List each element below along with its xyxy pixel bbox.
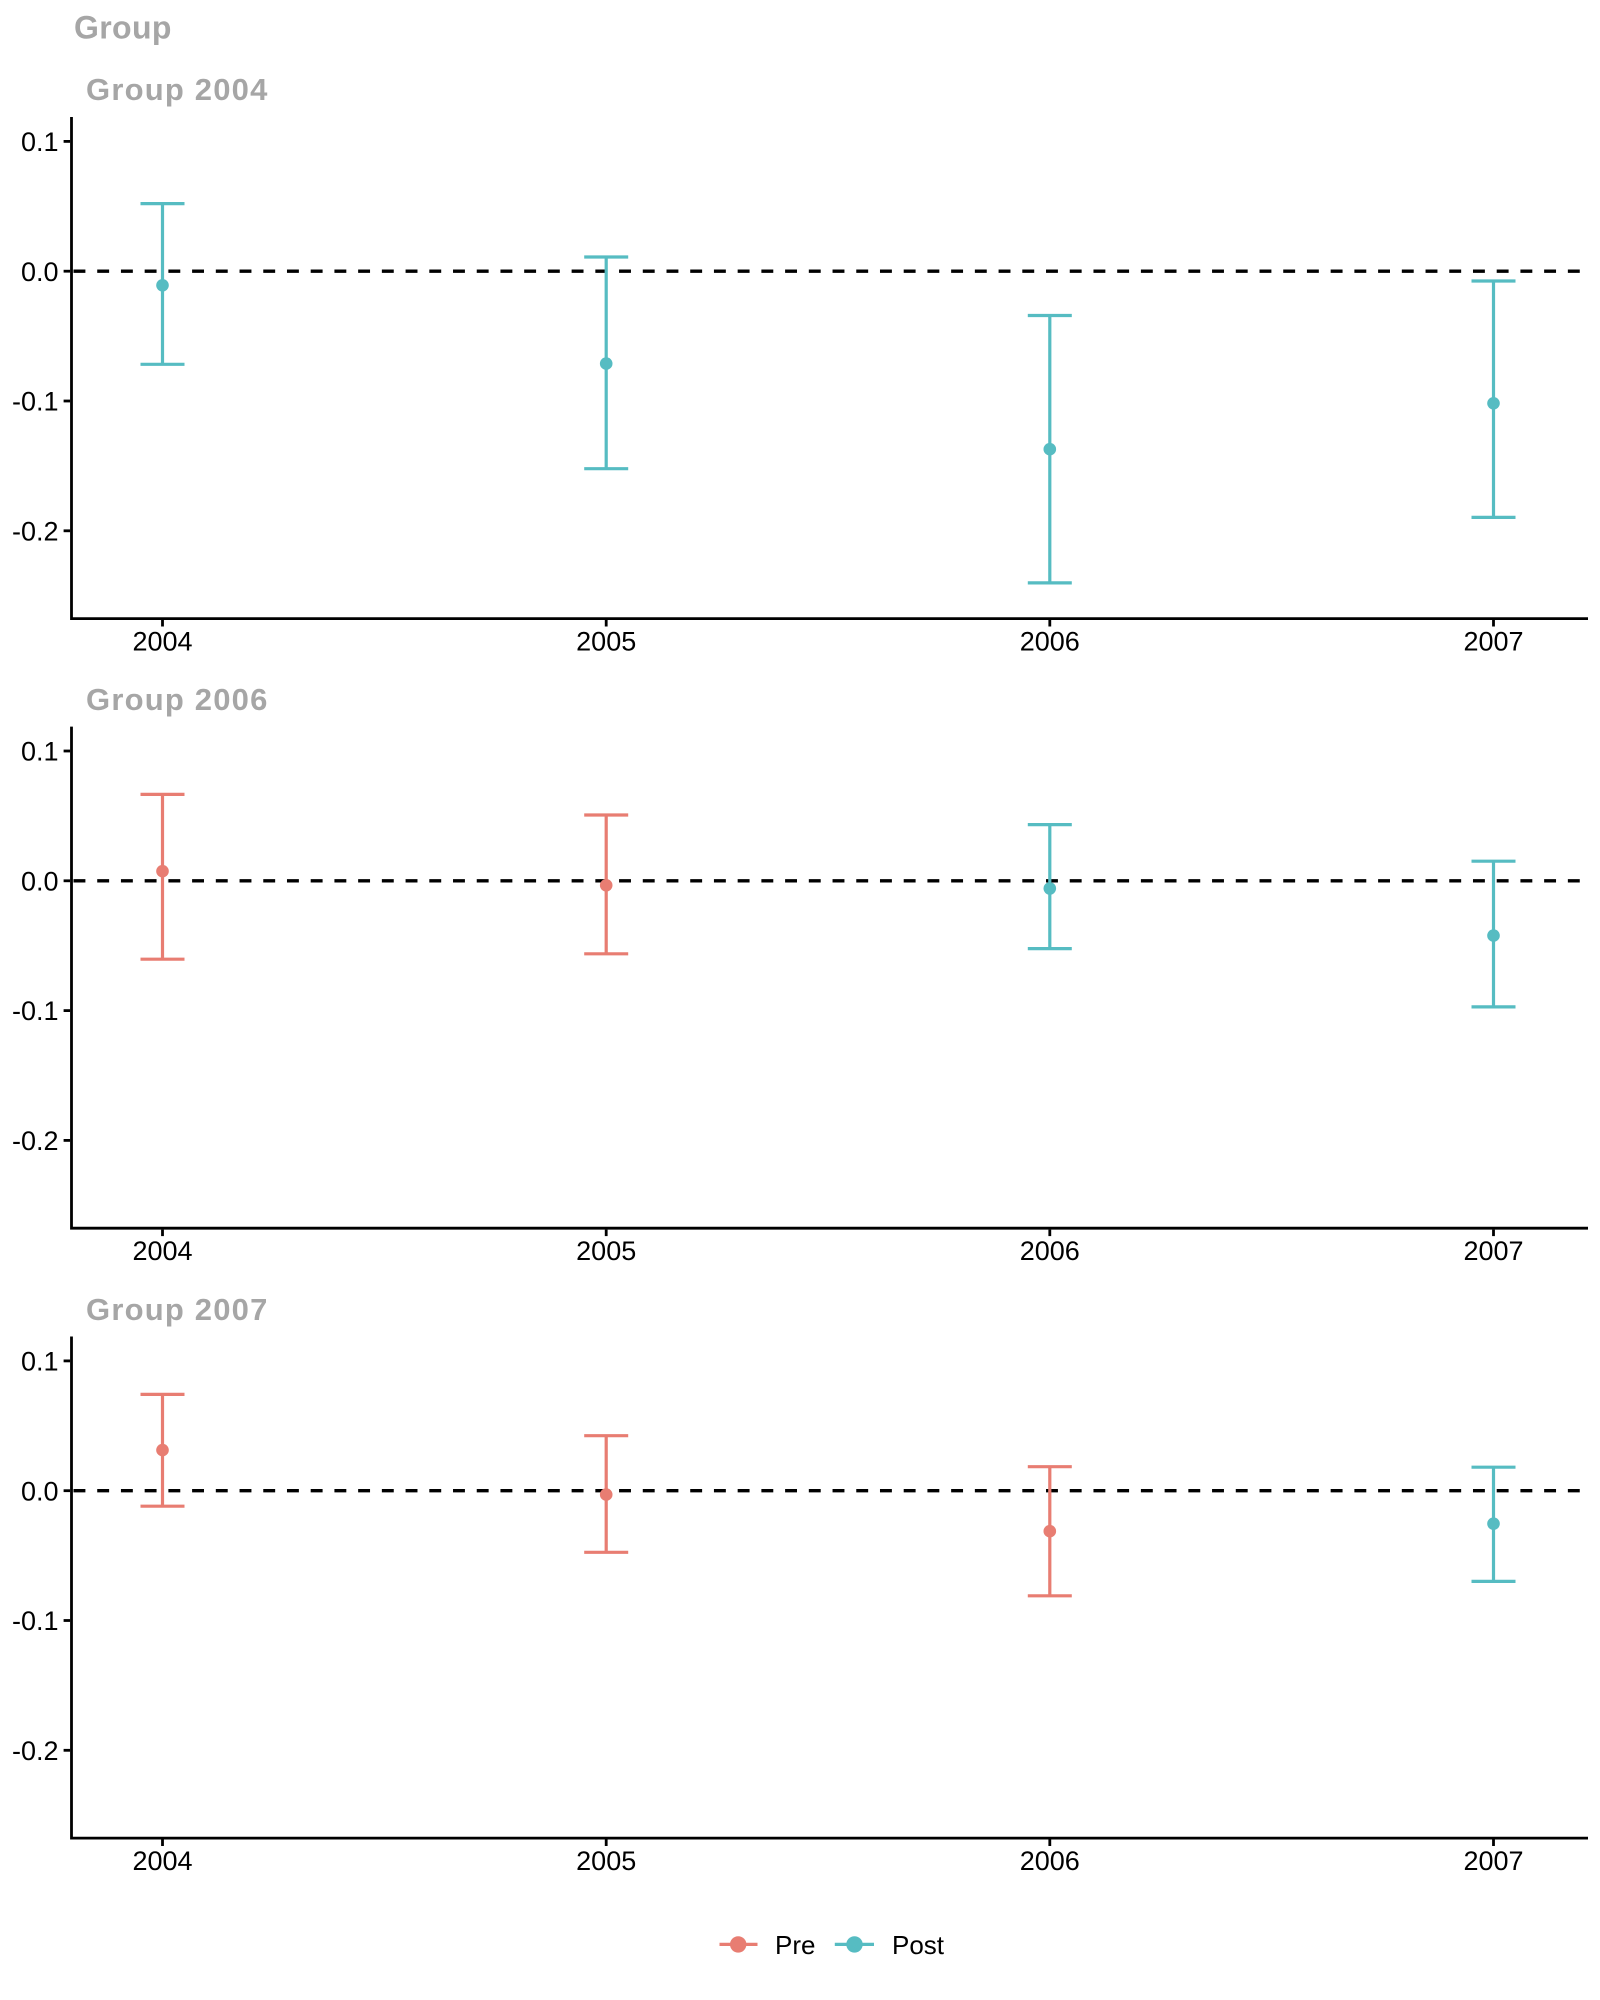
svg-text:2005: 2005 (576, 1236, 636, 1266)
svg-text:2005: 2005 (576, 1846, 636, 1876)
svg-text:0.1: 0.1 (21, 737, 59, 767)
svg-text:2004: 2004 (132, 626, 192, 656)
svg-text:0.1: 0.1 (21, 1347, 59, 1377)
svg-text:2006: 2006 (1020, 626, 1080, 656)
svg-text:2004: 2004 (132, 1236, 192, 1266)
svg-text:Group 2007: Group 2007 (86, 1292, 269, 1327)
svg-text:-0.1: -0.1 (12, 1606, 59, 1636)
svg-text:Group: Group (74, 10, 172, 46)
svg-text:2004: 2004 (132, 1846, 192, 1876)
svg-text:2007: 2007 (1463, 1236, 1523, 1266)
svg-text:-0.2: -0.2 (12, 1736, 59, 1766)
svg-text:2005: 2005 (576, 626, 636, 656)
svg-text:2006: 2006 (1020, 1236, 1080, 1266)
svg-text:Group 2006: Group 2006 (86, 682, 269, 717)
svg-text:2007: 2007 (1463, 1846, 1523, 1876)
svg-text:Group 2004: Group 2004 (86, 72, 269, 107)
svg-text:0.0: 0.0 (21, 1476, 59, 1506)
svg-text:0.1: 0.1 (21, 127, 59, 157)
svg-text:Post: Post (892, 1930, 945, 1960)
svg-text:2007: 2007 (1463, 626, 1523, 656)
svg-text:-0.1: -0.1 (12, 387, 59, 417)
svg-text:0.0: 0.0 (21, 866, 59, 896)
svg-text:2006: 2006 (1020, 1846, 1080, 1876)
svg-text:0.0: 0.0 (21, 257, 59, 287)
svg-text:-0.2: -0.2 (12, 1126, 59, 1156)
svg-text:-0.1: -0.1 (12, 996, 59, 1026)
svg-text:Pre: Pre (775, 1930, 815, 1960)
svg-text:-0.2: -0.2 (12, 516, 59, 546)
